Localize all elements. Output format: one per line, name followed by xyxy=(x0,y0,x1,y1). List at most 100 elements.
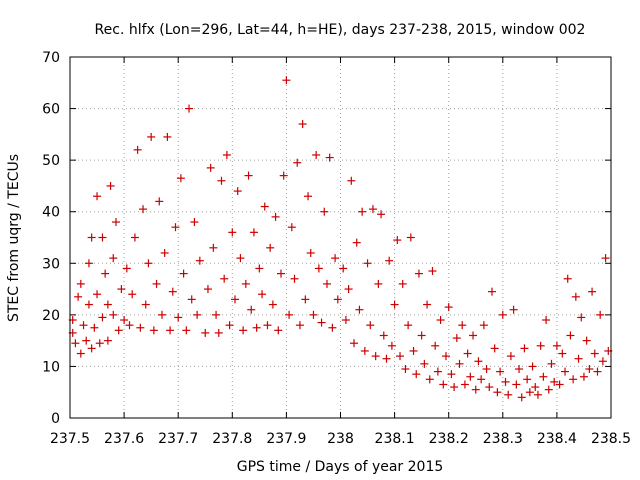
data-point-plus-marker xyxy=(276,269,285,278)
data-point-plus-marker xyxy=(598,357,607,366)
data-point-plus-marker xyxy=(133,145,142,154)
data-point-plus-marker xyxy=(71,339,80,348)
data-point-plus-marker xyxy=(147,132,156,141)
data-point-plus-marker xyxy=(255,264,264,273)
data-point-plus-marker xyxy=(493,388,502,397)
data-point-plus-marker xyxy=(404,321,413,330)
data-point-plus-marker xyxy=(260,202,269,211)
data-point-plus-marker xyxy=(236,254,245,263)
data-point-plus-marker xyxy=(195,256,204,265)
data-point-plus-marker xyxy=(155,197,164,206)
data-point-plus-marker xyxy=(428,267,437,276)
data-point-plus-marker xyxy=(571,292,580,301)
data-point-plus-marker xyxy=(360,346,369,355)
data-point-plus-marker xyxy=(82,336,91,345)
data-point-plus-marker xyxy=(355,305,364,314)
data-point-plus-marker xyxy=(314,264,323,273)
data-point-plus-marker xyxy=(179,269,188,278)
data-point-plus-marker xyxy=(520,344,529,353)
data-point-plus-marker xyxy=(504,390,513,399)
data-point-plus-marker xyxy=(120,316,129,325)
data-point-plus-marker xyxy=(396,352,405,361)
data-point-plus-marker xyxy=(174,313,183,322)
data-point-plus-marker xyxy=(517,393,526,402)
data-point-plus-marker xyxy=(339,264,348,273)
data-point-plus-marker xyxy=(141,300,150,309)
data-point-plus-marker xyxy=(285,310,294,319)
data-point-plus-marker xyxy=(593,367,602,376)
data-point-plus-marker xyxy=(268,300,277,309)
data-point-plus-marker xyxy=(379,331,388,340)
data-point-plus-marker xyxy=(139,205,148,214)
grid-layer xyxy=(70,57,611,418)
data-point-plus-marker xyxy=(76,349,85,358)
data-point-plus-marker xyxy=(287,223,296,232)
x-tick-label: 238.2 xyxy=(429,431,469,447)
data-point-plus-marker xyxy=(490,344,499,353)
data-point-plus-marker xyxy=(125,321,134,330)
data-point-plus-marker xyxy=(482,365,491,374)
data-point-plus-marker xyxy=(447,370,456,379)
data-point-plus-marker xyxy=(222,150,231,159)
data-point-plus-marker xyxy=(233,187,242,196)
data-point-plus-marker xyxy=(103,300,112,309)
data-point-plus-marker xyxy=(436,316,445,325)
data-point-plus-marker xyxy=(249,228,258,237)
data-point-plus-marker xyxy=(228,228,237,237)
data-point-plus-marker xyxy=(98,233,107,242)
data-point-plus-marker xyxy=(552,341,561,350)
data-point-plus-marker xyxy=(350,339,359,348)
data-point-plus-marker xyxy=(533,390,542,399)
data-point-plus-marker xyxy=(136,323,145,332)
data-point-plus-marker xyxy=(114,326,123,335)
data-point-plus-marker xyxy=(528,362,537,371)
data-point-plus-marker xyxy=(231,295,240,304)
data-point-plus-marker xyxy=(414,269,423,278)
data-point-plus-marker xyxy=(439,380,448,389)
data-point-plus-marker xyxy=(577,313,586,322)
data-point-plus-marker xyxy=(252,323,261,332)
data-point-plus-marker xyxy=(501,377,510,386)
data-point-plus-marker xyxy=(536,341,545,350)
data-point-plus-marker xyxy=(163,132,172,141)
data-point-plus-marker xyxy=(171,223,180,232)
data-point-plus-marker xyxy=(485,383,494,392)
data-point-plus-marker xyxy=(341,316,350,325)
data-point-plus-marker xyxy=(444,303,453,312)
data-point-plus-marker xyxy=(160,248,169,257)
data-point-plus-marker xyxy=(74,292,83,301)
data-point-plus-marker xyxy=(390,300,399,309)
data-point-plus-marker xyxy=(385,256,394,265)
data-point-plus-marker xyxy=(106,181,115,190)
data-point-plus-marker xyxy=(566,331,575,340)
x-axis-title: GPS time / Days of year 2015 xyxy=(237,459,444,475)
data-point-plus-marker xyxy=(387,341,396,350)
data-point-plus-marker xyxy=(203,285,212,294)
data-point-plus-marker xyxy=(417,331,426,340)
data-point-plus-marker xyxy=(93,290,102,299)
data-point-plus-marker xyxy=(498,310,507,319)
data-point-plus-marker xyxy=(225,321,234,330)
data-point-plus-marker xyxy=(563,274,572,283)
data-point-plus-marker xyxy=(512,380,521,389)
data-point-plus-marker xyxy=(398,279,407,288)
data-point-plus-marker xyxy=(333,295,342,304)
data-point-plus-marker xyxy=(295,321,304,330)
x-tick-label: 237.8 xyxy=(212,431,252,447)
y-tick-label: 20 xyxy=(42,308,60,324)
data-point-plus-marker xyxy=(371,352,380,361)
data-point-plus-marker xyxy=(544,385,553,394)
data-point-plus-marker xyxy=(239,326,248,335)
y-tick-label: 40 xyxy=(42,205,60,221)
data-point-plus-marker xyxy=(103,336,112,345)
data-point-plus-marker xyxy=(506,352,515,361)
data-point-plus-marker xyxy=(477,375,486,384)
data-point-plus-marker xyxy=(382,354,391,363)
data-point-plus-marker xyxy=(401,365,410,374)
x-tick-label: 237.9 xyxy=(266,431,306,447)
data-point-plus-marker xyxy=(290,274,299,283)
data-point-plus-marker xyxy=(539,372,548,381)
data-point-plus-marker xyxy=(128,290,137,299)
data-point-plus-marker xyxy=(555,380,564,389)
data-point-plus-marker xyxy=(244,171,253,180)
